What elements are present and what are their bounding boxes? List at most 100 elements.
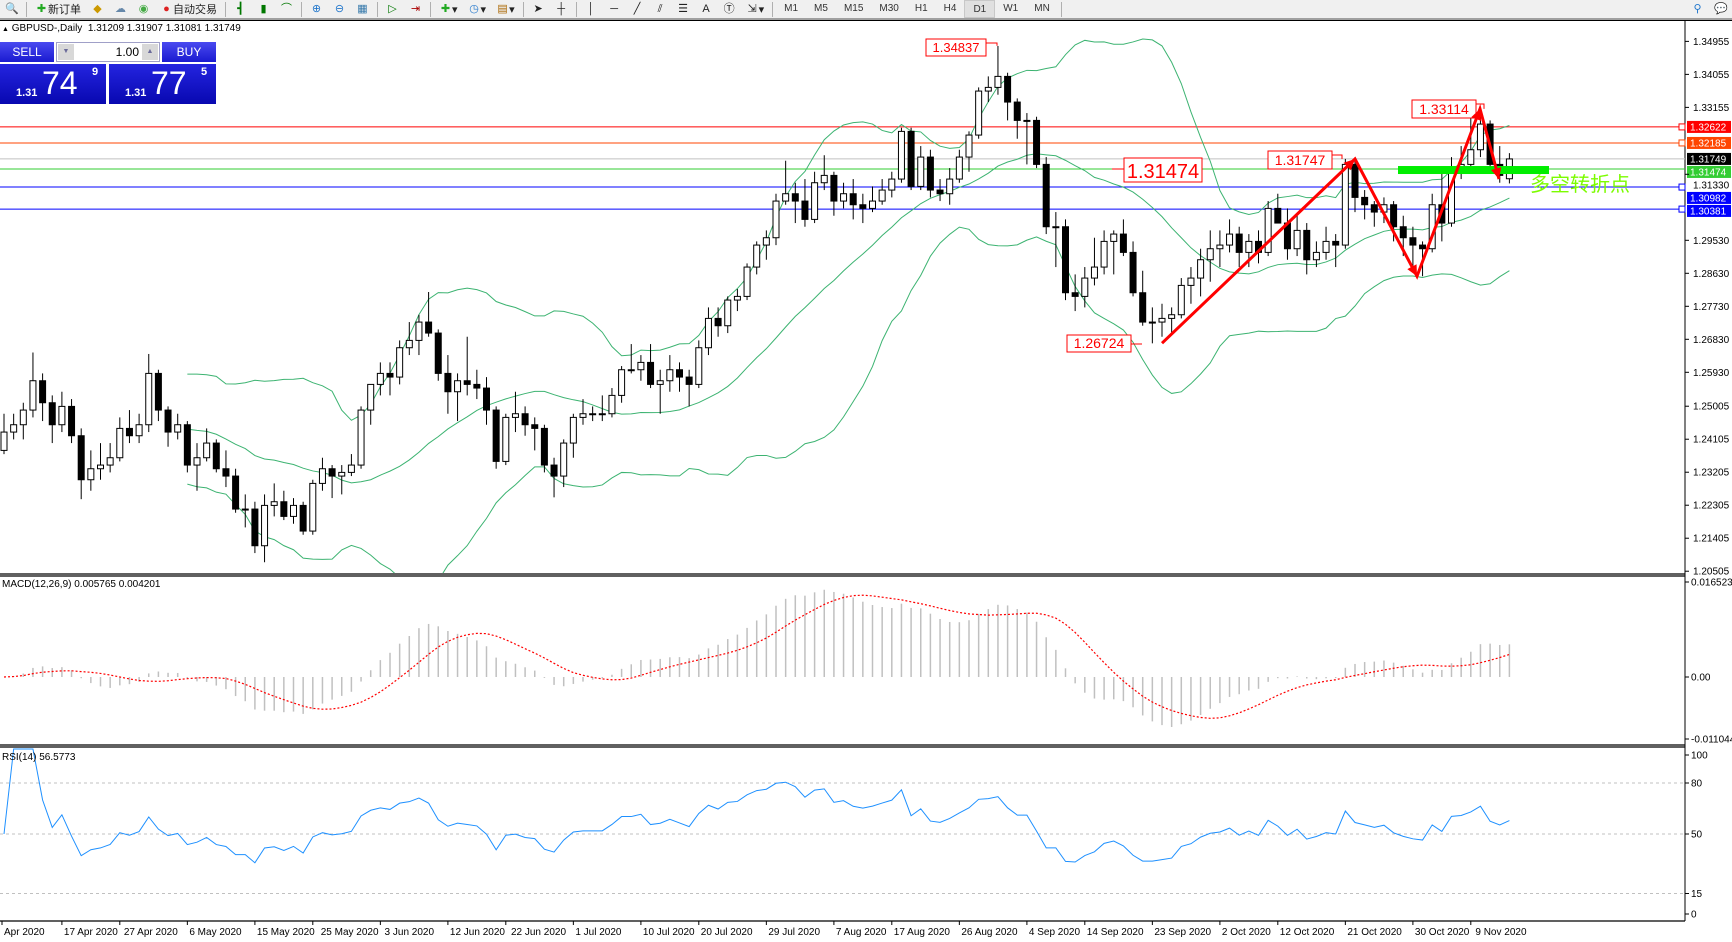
- indicators-button[interactable]: ✚ ▾: [440, 2, 458, 16]
- pivot-zone-bar[interactable]: [1398, 166, 1549, 175]
- timeframe-h1[interactable]: H1: [914, 2, 928, 14]
- line-chart-button[interactable]: ⌒: [275, 1, 298, 17]
- time-tick-label: 4 Sep 2020: [1029, 927, 1081, 938]
- time-tick-label: 23 Sep 2020: [1154, 927, 1211, 938]
- market-watch-button[interactable]: ◆: [86, 1, 109, 17]
- chat-button[interactable]: 💬: [1709, 1, 1732, 17]
- zoom-in-button[interactable]: ⊕: [305, 1, 328, 17]
- time-tick-label: 3 Jun 2020: [385, 927, 435, 938]
- price-level-tag: [1687, 165, 1731, 178]
- zoom-in-icon: ⊕: [311, 2, 322, 15]
- cursor-icon: ➤: [533, 2, 543, 15]
- candle-body: [1216, 244, 1224, 250]
- candle-body: [222, 468, 230, 477]
- arrowhead-icon: [1491, 167, 1502, 180]
- candle-body: [473, 383, 481, 389]
- price-level-marker[interactable]: [1678, 139, 1686, 147]
- price-level-marker[interactable]: [1678, 123, 1686, 131]
- bollinger-lower-line: [187, 226, 1510, 573]
- templates-icon: ▤: [497, 2, 508, 15]
- sell-price[interactable]: 1.31 74 9: [0, 64, 106, 104]
- print-preview-button[interactable]: 🔍: [0, 1, 23, 17]
- autoscroll-button[interactable]: ▷: [381, 1, 404, 17]
- timeframe-m5[interactable]: M5: [814, 2, 828, 14]
- time-tick-label: 25 May 2020: [321, 927, 379, 938]
- candlestick-button[interactable]: ▮: [252, 1, 275, 17]
- candle-body: [19, 409, 27, 426]
- time-tick-label: 17 Apr 2020: [64, 927, 118, 938]
- timeframe-w1[interactable]: W1: [1003, 2, 1019, 14]
- sell-button[interactable]: SELL: [0, 42, 54, 62]
- timeframe-h4[interactable]: H4: [943, 2, 957, 14]
- candle-body: [984, 86, 992, 92]
- chart-header: ▲ GBPUSD-,Daily 1.31209 1.31907 1.31081 …: [2, 23, 241, 34]
- price-label-box[interactable]: [1066, 334, 1132, 353]
- price-tick-label: 1.21405: [1693, 534, 1730, 545]
- horizontal-line-button[interactable]: ─: [603, 1, 626, 17]
- search-button[interactable]: ⚲: [1686, 1, 1709, 17]
- timeframe-m1[interactable]: M1: [784, 2, 799, 14]
- data-cloud-button[interactable]: ☁: [109, 1, 132, 17]
- one-click-trading-panel: SELL ▼ ▲ BUY 1.31 74 9 1.31 77 5: [0, 42, 216, 104]
- vertical-line-button[interactable]: │: [580, 1, 603, 17]
- collapse-triangle-icon[interactable]: ▲: [2, 26, 9, 33]
- timeframe-mn[interactable]: MN: [1034, 2, 1050, 14]
- candle-body: [444, 372, 452, 393]
- trendline-button[interactable]: ╱: [626, 1, 649, 17]
- candle-body: [1187, 277, 1195, 286]
- panel-frames: [0, 21, 1686, 922]
- buy-price[interactable]: 1.31 77 5: [109, 64, 216, 104]
- candle-body: [299, 504, 307, 532]
- cursor-button[interactable]: ➤: [527, 1, 550, 17]
- autoscroll-icon: ▷: [388, 2, 397, 15]
- periods-button[interactable]: ◷ ▾: [469, 2, 487, 16]
- timeframe-d1[interactable]: D1: [964, 0, 996, 18]
- zigzag-arrow-path[interactable]: [1160, 104, 1501, 345]
- text-label-button[interactable]: Ⓣ: [718, 1, 741, 17]
- price-label-box[interactable]: [1267, 150, 1333, 170]
- price-level-marker[interactable]: [1678, 183, 1686, 191]
- price-label-box[interactable]: [925, 38, 987, 57]
- lot-decrease-button[interactable]: ▼: [58, 44, 74, 60]
- lot-size-input[interactable]: [75, 44, 139, 60]
- candle-body: [733, 295, 741, 301]
- lot-increase-button[interactable]: ▲: [142, 44, 158, 60]
- candle-body: [1042, 163, 1050, 228]
- time-tick-label: 20 Jul 2020: [701, 927, 753, 938]
- templates-button[interactable]: ▤ ▾: [497, 2, 515, 16]
- buy-button[interactable]: BUY: [162, 42, 216, 62]
- candle-body: [135, 424, 143, 437]
- text-button[interactable]: A: [695, 1, 718, 17]
- equidistant-channel-button[interactable]: ⫽: [649, 1, 672, 17]
- candle-body: [270, 501, 278, 506]
- timeframe-m15[interactable]: M15: [843, 2, 864, 14]
- chat-icon: 💬: [1714, 2, 1728, 15]
- timeframe-m30[interactable]: M30: [879, 2, 899, 14]
- fibonacci-button[interactable]: ☰: [672, 1, 695, 17]
- new-order-button[interactable]: ✚ 新订单: [30, 1, 86, 17]
- candle-body: [1235, 233, 1243, 253]
- candle-body: [676, 369, 683, 378]
- auto-trading-button[interactable]: ● 自动交易: [155, 1, 222, 17]
- candle-body: [193, 457, 201, 466]
- chart-shift-button[interactable]: ⇥: [404, 1, 427, 17]
- tile-windows-button[interactable]: ▦: [351, 1, 374, 17]
- price-level-tag: [1687, 152, 1731, 165]
- price-tick-label: 1.34955: [1693, 37, 1730, 48]
- macd-signal-line: [3, 594, 1510, 719]
- bar-chart-button[interactable]: ┫: [229, 1, 252, 17]
- price-level-tag-label: 1.30982: [1690, 193, 1727, 204]
- pivot-point-text: 多空转折点: [1530, 172, 1630, 196]
- price-level-marker[interactable]: [1678, 205, 1686, 213]
- candle-body: [791, 193, 799, 202]
- candle-body: [338, 471, 346, 477]
- arrows-button[interactable]: ⇲ ▾: [747, 2, 765, 16]
- chart-window[interactable]: [0, 20, 1732, 942]
- price-label-box[interactable]: [1411, 99, 1477, 119]
- candle-body: [1274, 207, 1282, 224]
- crosshair-button[interactable]: ┼: [550, 1, 573, 17]
- zoom-out-button[interactable]: ⊖: [328, 1, 351, 17]
- signals-button[interactable]: ◉: [132, 1, 155, 17]
- price-label-box[interactable]: [1123, 157, 1203, 183]
